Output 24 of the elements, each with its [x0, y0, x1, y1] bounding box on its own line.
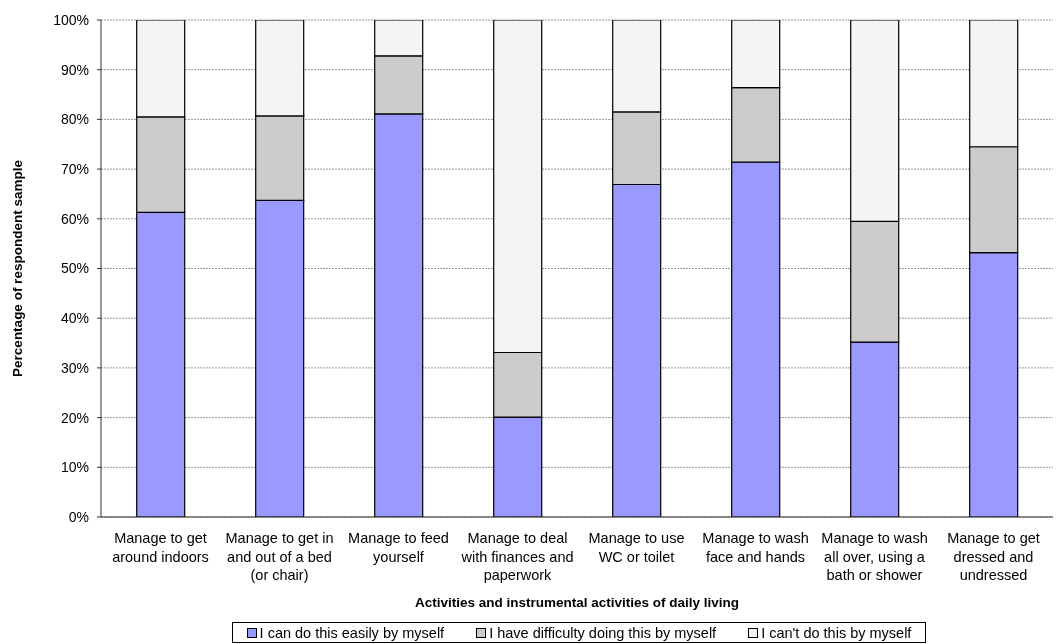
x-tick-label: Manage to use WC or toilet: [588, 530, 685, 565]
legend-label: I can do this easily by myself: [258, 624, 445, 641]
y-tick-label: 0%: [68, 508, 89, 525]
y-tick-label: 40%: [60, 310, 89, 327]
x-axis-title: Activities and instrumental activities of daily living: [414, 595, 740, 610]
x-tick-label: Manage to wash face and hands: [702, 530, 809, 565]
y-tick-label: 100%: [53, 11, 89, 28]
y-tick-label: 60%: [60, 210, 89, 227]
x-tick-label: Manage to get dressed and undressed: [947, 530, 1040, 584]
x-tick-label: Manage to get around indoors: [112, 530, 209, 565]
y-tick-label: 50%: [60, 260, 89, 277]
y-axis-title: Percentage of respondent sample: [10, 159, 25, 377]
y-tick-label: 10%: [60, 459, 89, 476]
x-tick-label: Manage to feed yourself: [348, 530, 449, 565]
y-tick-label: 70%: [60, 161, 89, 178]
x-tick-label: Manage to get in and out of a bed (or chair): [225, 530, 334, 584]
y-tick-label: 30%: [60, 359, 89, 376]
y-tick-label: 80%: [60, 111, 89, 128]
x-tick-label: Manage to wash all over, using a bath or shower: [821, 530, 928, 584]
y-tick-label: 90%: [60, 61, 89, 78]
legend-label: I have difficulty doing this by myself: [488, 624, 717, 641]
legend-label: I can't do this by myself: [760, 624, 912, 641]
x-tick-label: Manage to deal with finances and paperwork: [460, 530, 574, 584]
y-tick-label: 20%: [60, 409, 89, 426]
